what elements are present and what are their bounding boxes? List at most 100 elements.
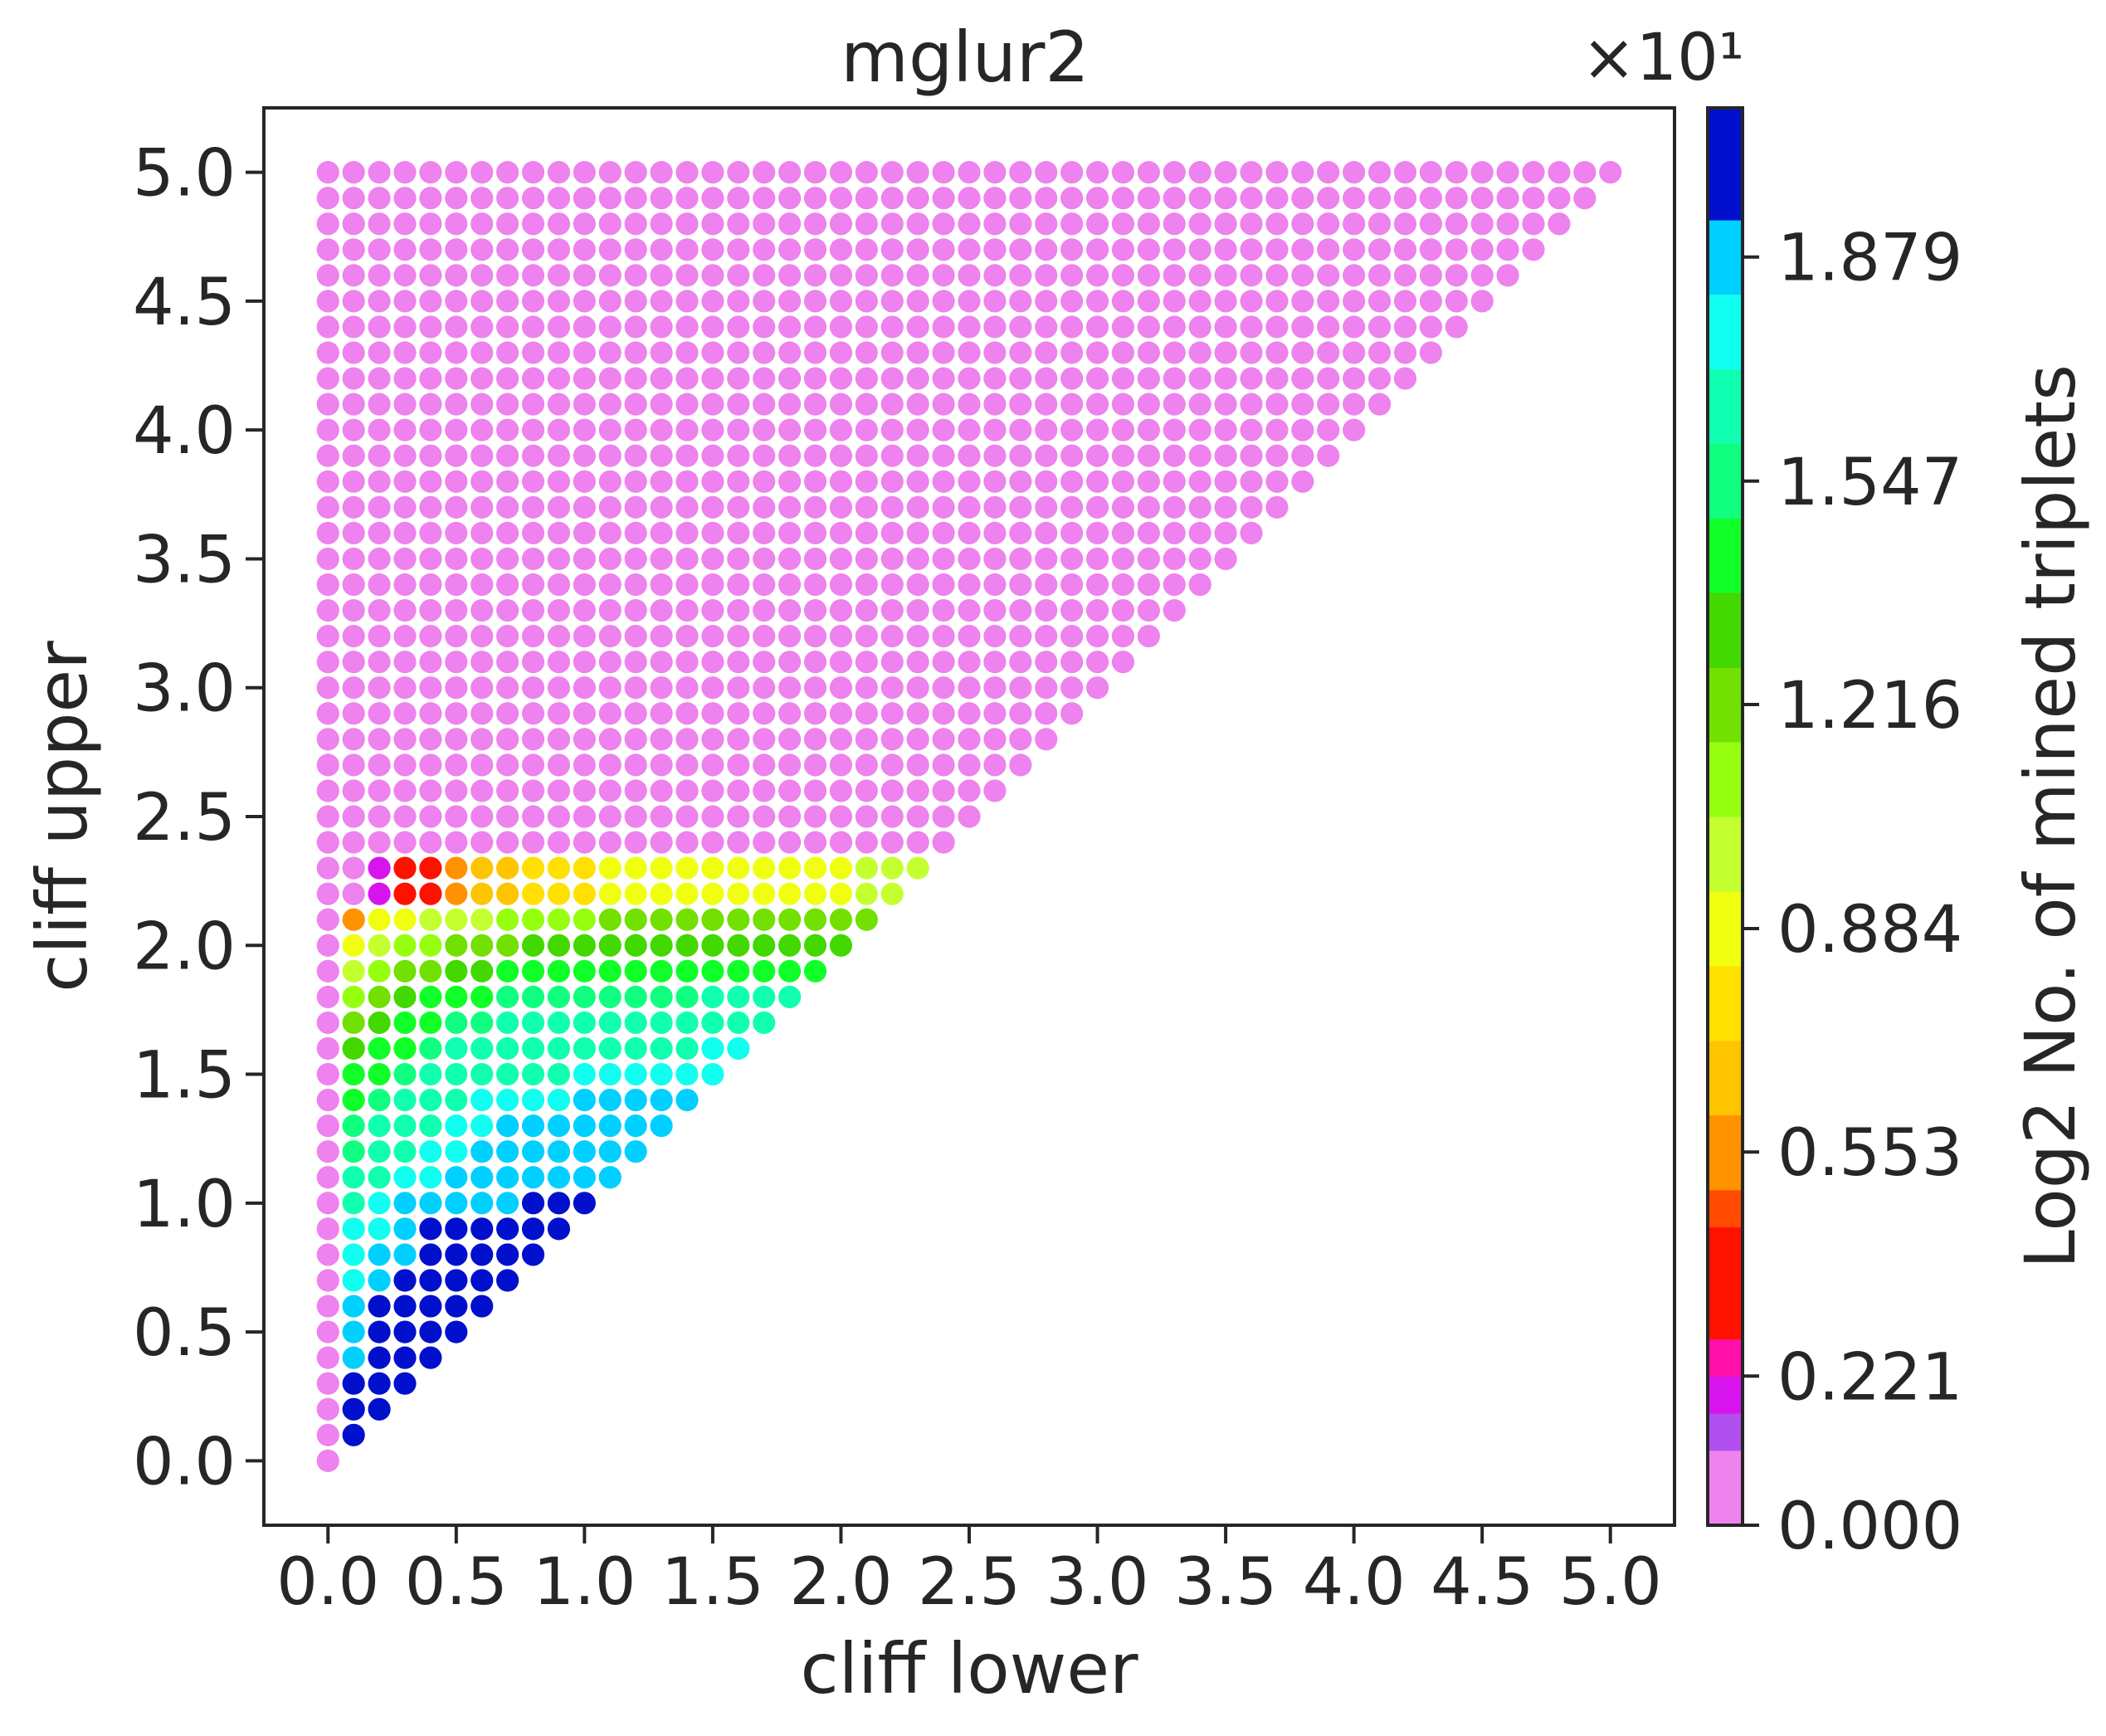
data-point — [1111, 315, 1135, 339]
data-point — [727, 573, 750, 597]
data-point — [1419, 238, 1442, 261]
data-point — [1163, 187, 1186, 210]
data-point — [855, 831, 878, 854]
data-point — [598, 651, 622, 674]
data-point — [906, 753, 929, 777]
data-point — [727, 882, 750, 905]
data-point — [701, 495, 724, 519]
data-point — [1137, 187, 1160, 210]
data-point — [521, 676, 545, 700]
data-point — [470, 393, 494, 416]
data-point — [316, 470, 339, 493]
data-point — [598, 1062, 622, 1086]
data-point — [368, 290, 391, 313]
data-point — [1035, 521, 1058, 545]
data-point — [316, 1243, 339, 1266]
data-point — [496, 315, 519, 339]
data-point — [1265, 341, 1289, 364]
data-point — [1137, 521, 1160, 545]
data-point — [753, 521, 776, 545]
data-point — [342, 1372, 365, 1395]
data-point — [470, 573, 494, 597]
data-point — [1343, 341, 1366, 364]
data-point — [624, 573, 647, 597]
data-point — [624, 908, 647, 931]
data-point — [342, 1423, 365, 1446]
colorbar-tick-label: 1.547 — [1777, 446, 1962, 520]
data-point — [855, 598, 878, 622]
data-point — [624, 367, 647, 390]
data-point — [470, 625, 494, 648]
data-point — [727, 728, 750, 751]
data-point — [803, 470, 827, 493]
x-tick-label: 0.0 — [276, 1545, 379, 1620]
data-point — [727, 934, 750, 957]
data-point — [906, 161, 929, 184]
data-point — [650, 418, 673, 441]
data-point — [1419, 212, 1442, 236]
data-point — [1009, 651, 1032, 674]
data-point — [650, 728, 673, 751]
data-point — [1009, 264, 1032, 287]
data-point — [445, 444, 468, 467]
colorbar-tick-label: 1.216 — [1777, 669, 1962, 744]
data-point — [932, 779, 955, 802]
data-point — [1163, 341, 1186, 364]
colorbar-tick-label: 0.000 — [1777, 1490, 1962, 1564]
data-point — [829, 805, 853, 828]
data-point — [1317, 161, 1340, 184]
data-point — [1085, 367, 1109, 390]
data-point — [393, 882, 417, 905]
data-point — [624, 1114, 647, 1138]
data-point — [753, 187, 776, 210]
data-point — [419, 934, 442, 957]
data-point — [393, 161, 417, 184]
data-point — [342, 393, 365, 416]
data-point — [368, 341, 391, 364]
data-point — [419, 547, 442, 571]
colorbar-segment — [1708, 592, 1743, 668]
data-point — [1240, 290, 1263, 313]
data-point — [316, 547, 339, 571]
data-point — [650, 934, 673, 957]
data-point — [368, 495, 391, 519]
data-point — [1009, 521, 1032, 545]
data-point — [496, 702, 519, 725]
data-point — [753, 547, 776, 571]
data-point — [778, 702, 802, 725]
data-point — [906, 238, 929, 261]
colorbar-frame — [1706, 106, 1744, 1527]
data-point — [1085, 651, 1109, 674]
data-point — [1085, 598, 1109, 622]
data-point — [650, 676, 673, 700]
data-point — [1009, 212, 1032, 236]
data-point — [1291, 212, 1314, 236]
data-point — [393, 651, 417, 674]
data-point — [932, 290, 955, 313]
data-point — [1393, 315, 1417, 339]
data-point — [573, 161, 596, 184]
data-point — [598, 1011, 622, 1035]
data-point — [1163, 290, 1186, 313]
data-point — [547, 573, 571, 597]
data-point — [701, 959, 724, 983]
data-point — [1265, 161, 1289, 184]
data-point — [1265, 212, 1289, 236]
data-point — [983, 393, 1007, 416]
data-point — [983, 547, 1007, 571]
data-point — [778, 367, 802, 390]
data-point — [368, 1114, 391, 1138]
data-point — [778, 882, 802, 905]
data-point — [1367, 315, 1392, 339]
data-point — [1240, 264, 1263, 287]
data-point — [701, 1036, 724, 1061]
data-point — [1419, 264, 1442, 287]
data-point — [701, 367, 724, 390]
data-point — [496, 908, 519, 931]
data-point — [983, 444, 1007, 467]
data-point — [1317, 418, 1340, 441]
data-point — [496, 676, 519, 700]
data-point — [1060, 547, 1084, 571]
data-point — [624, 676, 647, 700]
data-point — [1265, 264, 1289, 287]
